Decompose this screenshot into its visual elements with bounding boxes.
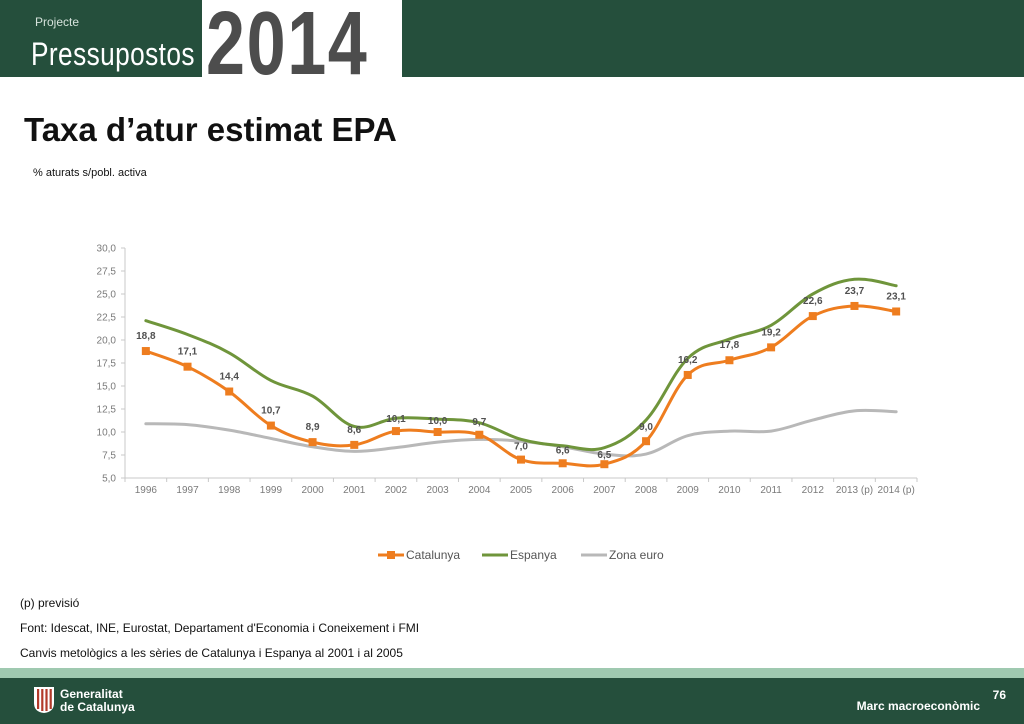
header-year: 2014 xyxy=(206,0,369,94)
data-point-catalunya xyxy=(642,437,651,446)
x-tick-label: 2004 xyxy=(468,485,491,496)
x-tick-label: 2011 xyxy=(760,485,782,496)
x-tick-label: 1996 xyxy=(135,485,158,496)
data-point-catalunya xyxy=(350,440,359,449)
data-label: 6,5 xyxy=(597,450,611,461)
data-label: 7,0 xyxy=(514,442,528,453)
x-tick-label: 2012 xyxy=(802,485,825,496)
data-point-catalunya xyxy=(600,460,609,469)
data-point-catalunya xyxy=(266,421,275,430)
data-point-catalunya xyxy=(475,430,484,439)
y-tick-label: 27,5 xyxy=(97,267,117,278)
x-tick-label: 2008 xyxy=(635,485,658,496)
y-tick-label: 20,0 xyxy=(97,336,117,347)
header-subtitle: Projecte xyxy=(35,15,80,29)
page-number: 76 xyxy=(992,688,1006,702)
org-line-1: Generalitat xyxy=(60,687,123,701)
data-point-catalunya xyxy=(767,343,776,352)
data-label: 9,7 xyxy=(472,417,486,428)
data-point-catalunya xyxy=(892,307,901,316)
data-label: 14,4 xyxy=(219,372,239,383)
footer-band xyxy=(0,668,1024,678)
data-point-catalunya xyxy=(183,362,192,371)
series-line-zona-euro xyxy=(144,408,898,458)
data-point-catalunya xyxy=(141,347,150,356)
header-name: Pressupostos xyxy=(31,36,195,72)
x-tick-label: 2002 xyxy=(385,485,408,496)
note-method: Canvis metològics a les sèries de Catalu… xyxy=(20,646,403,660)
y-tick-label: 12,5 xyxy=(97,405,117,416)
series-line-espanya xyxy=(144,277,898,452)
data-point-catalunya xyxy=(558,459,567,468)
org-line-2: de Catalunya xyxy=(60,700,135,714)
x-tick-label: 2014 (p) xyxy=(878,485,915,496)
legend-label: Catalunya xyxy=(406,548,460,562)
data-point-catalunya xyxy=(725,356,734,365)
footer-bar xyxy=(0,678,1024,724)
data-point-catalunya xyxy=(683,370,692,379)
year-box xyxy=(202,0,402,77)
data-label: 6,6 xyxy=(556,445,570,456)
x-tick-label: 2005 xyxy=(510,485,533,496)
data-label: 8,9 xyxy=(306,422,320,433)
data-point-catalunya xyxy=(308,438,317,447)
y-tick-label: 15,0 xyxy=(97,382,117,393)
generalitat-logo-icon xyxy=(34,687,54,713)
data-label: 16,2 xyxy=(678,355,698,366)
data-point-catalunya xyxy=(850,301,859,310)
data-point-catalunya xyxy=(517,455,525,464)
data-label: 9,0 xyxy=(639,422,653,433)
data-label: 18,8 xyxy=(136,331,156,342)
line-chart: 5,0 7,5 10,0 12,5 15,0 17,5 20,0 22,5 25,0 27,5 30… xyxy=(97,244,918,562)
note-forecast: (p) previsió xyxy=(20,596,80,610)
data-label: 8,6 xyxy=(347,425,361,436)
data-label: 19,2 xyxy=(761,327,781,338)
x-tick-label: 2006 xyxy=(552,485,575,496)
data-label: 10,1 xyxy=(386,414,406,425)
data-label: 10,0 xyxy=(428,416,448,427)
page-title: Taxa d’atur estimat EPA xyxy=(24,111,397,148)
y-tick-label: 25,0 xyxy=(97,290,117,301)
data-point-catalunya xyxy=(808,312,817,321)
data-label: 23,7 xyxy=(845,286,865,297)
unit-label: % aturats s/pobl. activa xyxy=(33,167,147,179)
x-tick-label: 1998 xyxy=(218,485,241,496)
x-tick-label: 2010 xyxy=(718,485,741,496)
y-tick-label: 5,0 xyxy=(102,474,116,485)
x-tick-label: 1999 xyxy=(260,485,283,496)
data-label: 23,1 xyxy=(886,291,906,302)
section-name: Marc macroeconòmic xyxy=(856,699,980,713)
note-source: Font: Idescat, INE, Eurostat, Departamen… xyxy=(20,621,420,635)
header-bar xyxy=(0,0,1024,77)
y-tick-label: 30,0 xyxy=(97,244,117,255)
org-name: Generalitat de Catalunya xyxy=(60,688,135,714)
x-tick-label: 2009 xyxy=(677,485,700,496)
data-label: 17,8 xyxy=(720,340,740,351)
y-tick-label: 7,5 xyxy=(102,451,116,462)
data-point-catalunya xyxy=(433,428,442,436)
data-label: 22,6 xyxy=(803,296,823,307)
y-tick-label: 17,5 xyxy=(97,359,117,370)
data-point-catalunya xyxy=(391,427,400,436)
data-label: 10,7 xyxy=(261,406,281,417)
x-tick-label: 2003 xyxy=(427,485,450,496)
x-tick-label: 2013 (p) xyxy=(836,485,873,496)
x-tick-label: 2007 xyxy=(593,485,616,496)
legend-label: Espanya xyxy=(510,548,557,562)
y-tick-label: 10,0 xyxy=(97,428,117,439)
x-tick-label: 2001 xyxy=(343,485,366,496)
x-tick-label: 1997 xyxy=(176,485,199,496)
data-label: 17,1 xyxy=(178,347,198,358)
legend-marker xyxy=(387,551,395,559)
x-tick-label: 2000 xyxy=(301,485,324,496)
y-tick-label: 22,5 xyxy=(97,313,117,324)
legend-label: Zona euro xyxy=(609,548,664,562)
data-point-catalunya xyxy=(225,387,234,396)
